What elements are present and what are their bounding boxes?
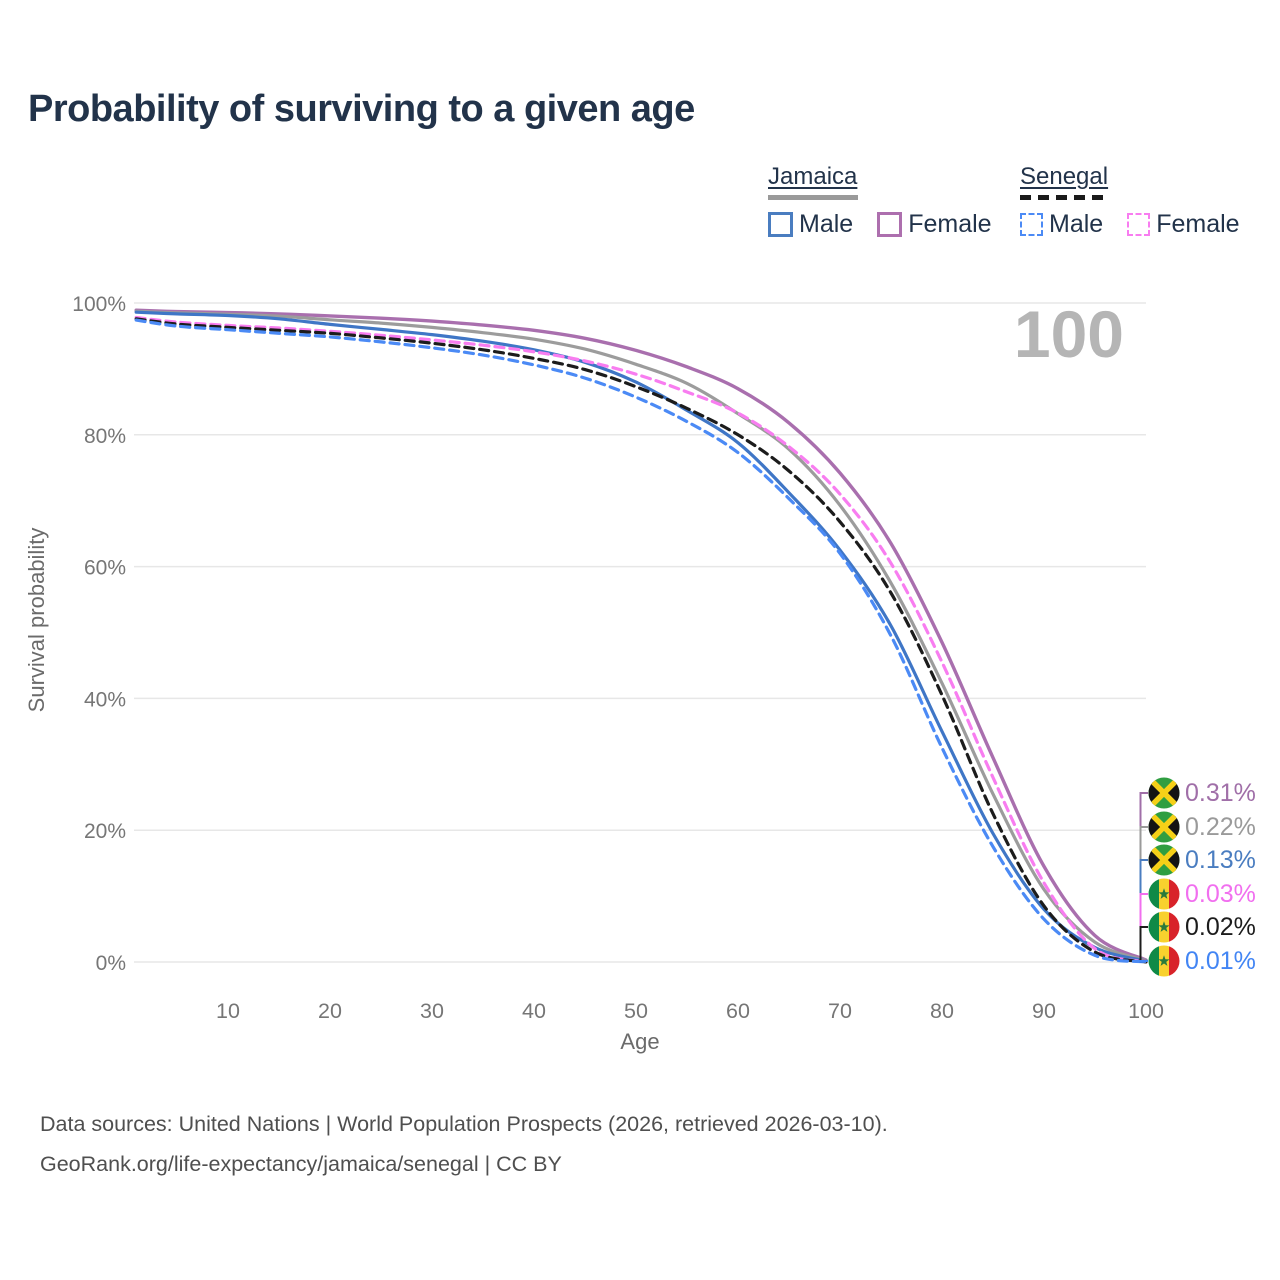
legend-group-jamaica: Jamaica Male Female [768, 163, 992, 239]
end-value-label-senegal-total: 0.02% [1185, 913, 1256, 941]
x-tick-label-100: 100 [1128, 999, 1164, 1023]
footer-data-sources: Data sources: United Nations | World Pop… [40, 1112, 888, 1136]
legend-group-senegal: Senegal Male Female [1020, 163, 1240, 239]
hovered-age-watermark: 100 [1014, 297, 1124, 371]
end-value-label-senegal-female: 0.03% [1185, 880, 1256, 908]
senegal-male-checkbox-icon[interactable] [1020, 213, 1043, 236]
x-axis-title: Age [620, 1029, 659, 1054]
x-tick-label-60: 60 [726, 999, 750, 1023]
legend-country-senegal[interactable]: Senegal [1020, 163, 1109, 190]
end-label-connector-1 [1139, 792, 1148, 961]
series-line-senegal-male[interactable] [134, 318, 1148, 964]
page-title: Probability of surviving to a given age [28, 88, 695, 130]
jamaica-female-checkbox-icon[interactable] [877, 212, 903, 237]
series-line-jamaica-female[interactable] [134, 308, 1148, 962]
senegal-flag-icon [1148, 878, 1180, 910]
senegal-linestyle-swatch [1020, 195, 1110, 200]
jamaica-male-label: Male [799, 210, 854, 238]
jamaica-flag-icon [1145, 774, 1183, 812]
senegal-flag-icon [1148, 911, 1180, 943]
y-tick-label-60: 60% [84, 557, 126, 580]
y-tick-label-0: 0% [96, 952, 126, 975]
y-tick-label-80: 80% [84, 425, 126, 448]
x-tick-label-10: 10 [216, 999, 240, 1023]
jamaica-linestyle-swatch [768, 195, 858, 200]
end-value-label-jamaica-male: 0.13% [1185, 846, 1256, 874]
legend-toggle-jamaica-male[interactable]: Male [768, 210, 853, 239]
series-line-senegal-total[interactable] [134, 317, 1148, 964]
senegal-flag-icon [1148, 945, 1180, 977]
legend-toggle-senegal-female[interactable]: Female [1127, 210, 1240, 239]
senegal-female-label: Female [1156, 210, 1240, 238]
jamaica-female-label: Female [908, 210, 992, 238]
senegal-male-label: Male [1049, 210, 1104, 238]
x-tick-label-70: 70 [828, 999, 852, 1023]
footer-attribution: GeoRank.org/life-expectancy/jamaica/sene… [40, 1152, 562, 1176]
jamaica-male-checkbox-icon[interactable] [768, 212, 793, 237]
x-tick-label-50: 50 [624, 999, 648, 1023]
y-axis-title: Survival probability [24, 528, 49, 713]
legend-toggle-senegal-male[interactable]: Male [1020, 210, 1103, 239]
end-label-connector-3 [1139, 859, 1148, 963]
x-tick-label-80: 80 [930, 999, 954, 1023]
chart-legend: Jamaica Male Female Senegal Male Female [0, 163, 1280, 243]
end-label-connector-6 [1139, 960, 1148, 963]
end-value-label-jamaica-total: 0.22% [1185, 813, 1256, 841]
y-tick-label-40: 40% [84, 688, 126, 711]
x-tick-label-30: 30 [420, 999, 444, 1023]
end-value-label-jamaica-female: 0.31% [1185, 779, 1256, 807]
x-tick-label-20: 20 [318, 999, 342, 1023]
x-tick-label-40: 40 [522, 999, 546, 1023]
senegal-female-checkbox-icon[interactable] [1127, 213, 1151, 236]
series-line-jamaica-male[interactable] [134, 310, 1148, 963]
x-tick-label-90: 90 [1032, 999, 1056, 1023]
y-tick-label-100: 100% [72, 293, 126, 316]
footer: Data sources: United Nations | World Pop… [40, 1104, 888, 1184]
end-value-label-senegal-male: 0.01% [1185, 947, 1256, 975]
legend-country-jamaica[interactable]: Jamaica [768, 163, 858, 190]
jamaica-flag-icon [1145, 841, 1183, 879]
jamaica-flag-icon [1145, 808, 1183, 846]
legend-toggle-jamaica-female[interactable]: Female [877, 210, 992, 239]
series-line-jamaica-total[interactable] [134, 309, 1148, 963]
y-tick-label-20: 20% [84, 820, 126, 843]
series-line-senegal-female[interactable] [134, 315, 1148, 964]
